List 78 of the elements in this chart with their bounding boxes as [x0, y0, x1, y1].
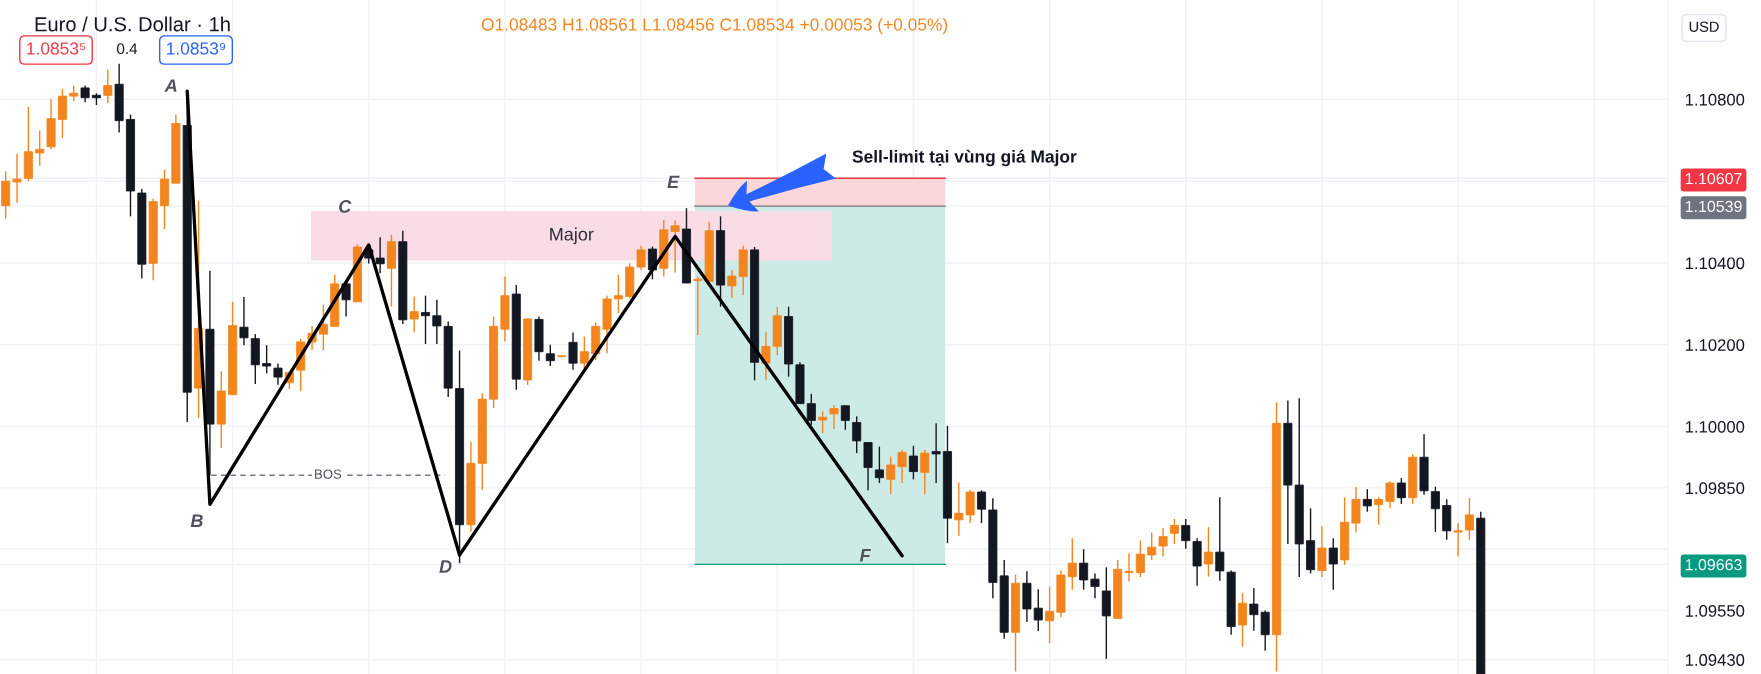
annotation: B — [190, 514, 203, 527]
candlestick — [908, 445, 918, 481]
candlestick — [1079, 548, 1089, 591]
y-tick-label: 1.10000 — [1685, 420, 1745, 433]
y-tick-label: 1.10607 — [1685, 172, 1742, 185]
candlestick — [840, 405, 850, 431]
y-tick-label: 1.09430 — [1685, 654, 1745, 666]
candlestick — [806, 393, 816, 426]
candlestick — [1203, 526, 1213, 578]
text: USD — [1689, 21, 1719, 32]
candlestick — [852, 415, 862, 454]
candlestick — [545, 344, 555, 367]
candlestick — [693, 275, 703, 336]
candlestick — [613, 274, 623, 314]
annotation: D — [439, 560, 452, 573]
candlestick — [920, 449, 930, 495]
y-tick-label: 1.09550 — [1685, 605, 1745, 617]
candlestick — [931, 422, 941, 484]
candlestick — [761, 330, 771, 382]
y-tick-label: 1.09663 — [1685, 559, 1742, 571]
candlestick — [35, 129, 45, 167]
text: O1.08483 H1.08561 L1.08456 C1.08534 +0.00053 (+0.05%) — [481, 17, 948, 35]
annotation: E — [667, 175, 680, 189]
y-tick-label: 1.09850 — [1685, 482, 1745, 495]
band-label: Major — [550, 227, 594, 245]
y-tick-label: 1.10539 — [1685, 200, 1742, 213]
candlestick — [262, 344, 272, 375]
candlestick — [1135, 539, 1145, 578]
candlestick — [1181, 518, 1191, 550]
candlestick — [1124, 552, 1134, 583]
candlestick — [897, 449, 907, 484]
text: Euro / U.S. Dollar · 1h — [35, 16, 230, 32]
candlestick — [886, 455, 896, 495]
candlestick — [1351, 486, 1361, 534]
candlestick — [568, 331, 578, 371]
candlestick — [1090, 572, 1100, 600]
candlestick — [1328, 537, 1338, 591]
candlestick — [103, 68, 113, 104]
y-tick-label: 1.10200 — [1685, 339, 1745, 351]
candlestick — [409, 295, 419, 334]
candlestick — [1317, 525, 1327, 578]
y-tick-label: 1.10400 — [1685, 257, 1745, 270]
ref-line-label: BOS — [315, 469, 342, 479]
candlestick — [1169, 518, 1179, 545]
candlestick — [874, 445, 884, 484]
candlestick — [421, 294, 431, 345]
candlestick — [1362, 488, 1372, 513]
annotation: C — [339, 200, 352, 213]
candlestick — [318, 303, 328, 352]
y-tick-label: 1.10800 — [1685, 93, 1745, 106]
candlestick — [829, 404, 839, 430]
candlestick — [57, 88, 67, 139]
candlestick — [1396, 477, 1406, 505]
annotation: 1.0853⁵ — [27, 42, 86, 55]
candlestick — [1464, 497, 1474, 541]
candlestick — [273, 362, 283, 386]
candlestick — [1147, 531, 1157, 561]
candlestick — [1237, 592, 1247, 648]
candlestick — [239, 296, 249, 346]
candlestick — [818, 410, 828, 434]
candlestick — [1045, 585, 1055, 645]
annotation: F — [859, 549, 871, 562]
candlestick — [1385, 480, 1395, 510]
candlestick — [1430, 485, 1440, 533]
annotation: 1.0853⁹ — [167, 42, 226, 55]
annotation: Sell-limit tại vùng giá Major — [852, 149, 1077, 167]
candlestick — [12, 153, 22, 204]
candlestick — [1215, 496, 1225, 582]
annotation: A — [164, 79, 177, 92]
candlestick — [1067, 537, 1077, 591]
candlestick — [1453, 522, 1463, 558]
candlestick — [977, 489, 987, 524]
candlestick — [636, 245, 646, 272]
candlestick — [1374, 496, 1384, 526]
candlestick — [1033, 588, 1043, 632]
annotation: 0.4 — [116, 43, 138, 55]
candlestick — [1158, 527, 1168, 558]
candlestick — [375, 236, 385, 274]
